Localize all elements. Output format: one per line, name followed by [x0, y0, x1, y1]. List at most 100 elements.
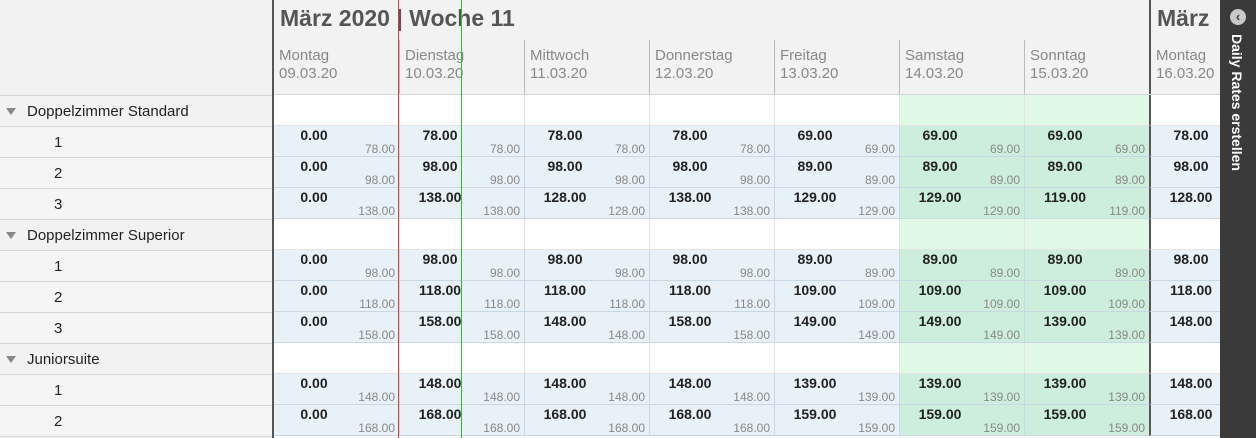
rate-cell[interactable]: 128.00 128.00	[524, 188, 649, 219]
daily-rates-label[interactable]: Daily Rates erstellen	[1229, 34, 1245, 171]
rate-cell[interactable]: 138.00 138.00	[649, 188, 774, 219]
header-divider	[274, 94, 1220, 95]
rate-cell[interactable]: 0.00 118.00	[274, 281, 399, 312]
rate-cell[interactable]: 158.00 158.00	[649, 312, 774, 343]
day-name: Dienstag	[405, 47, 465, 64]
rate-cell[interactable]: 128.00	[1149, 188, 1220, 219]
rate-cell[interactable]: 118.00 118.00	[524, 281, 649, 312]
rate-value: 109.00	[918, 282, 962, 298]
base-rate-value: 98.00	[739, 266, 770, 280]
base-rate-value: 69.00	[1114, 142, 1145, 156]
rate-value: 138.00	[668, 189, 712, 205]
rate-cell[interactable]: 129.00 129.00	[774, 188, 899, 219]
rate-cell[interactable]: 69.00 69.00	[899, 126, 1024, 157]
collapse-triangle-icon[interactable]	[6, 231, 16, 239]
rate-cell[interactable]: 139.00 139.00	[774, 374, 899, 405]
base-rate-value: 98.00	[739, 173, 770, 187]
rate-cell[interactable]: 98.00	[1149, 250, 1220, 281]
base-rate-value: 139.00	[983, 390, 1020, 404]
rate-cell[interactable]: 139.00 139.00	[899, 374, 1024, 405]
rate-cell[interactable]: 148.00 148.00	[649, 374, 774, 405]
rate-cell[interactable]: 78.00 78.00	[649, 126, 774, 157]
day-header[interactable]: Montag 09.03.20	[274, 40, 399, 95]
room-category[interactable]: Juniorsuite	[0, 344, 272, 375]
base-rate-value: 168.00	[483, 421, 520, 435]
rate-value: 0.00	[300, 127, 328, 143]
rate-cell[interactable]: 0.00 98.00	[274, 157, 399, 188]
rate-cell[interactable]: 149.00 149.00	[774, 312, 899, 343]
rate-cell[interactable]: 168.00 168.00	[649, 405, 774, 436]
rate-cell[interactable]: 0.00 168.00	[274, 405, 399, 436]
base-rate-value: 148.00	[608, 328, 645, 342]
rate-cell[interactable]: 89.00 89.00	[774, 250, 899, 281]
rate-cell[interactable]: 0.00 148.00	[274, 374, 399, 405]
rate-cell[interactable]: 78.00	[1149, 126, 1220, 157]
rate-cell[interactable]: 109.00 109.00	[899, 281, 1024, 312]
rate-cell[interactable]: 78.00 78.00	[524, 126, 649, 157]
room-category[interactable]: Doppelzimmer Superior	[0, 220, 272, 251]
collapse-triangle-icon[interactable]	[6, 107, 16, 115]
rate-cell[interactable]: 0.00 98.00	[274, 250, 399, 281]
rate-cell[interactable]: 168.00 168.00	[524, 405, 649, 436]
rate-cell[interactable]: 89.00 89.00	[1024, 250, 1149, 281]
base-rate-value: 98.00	[364, 266, 395, 280]
rate-cell[interactable]: 118.00 118.00	[649, 281, 774, 312]
base-rate-value: 78.00	[739, 142, 770, 156]
rate-cell[interactable]: 98.00 98.00	[649, 250, 774, 281]
base-rate-value: 118.00	[609, 297, 645, 311]
rate-cell[interactable]: 98.00	[1149, 157, 1220, 188]
rate-cell[interactable]: 98.00 98.00	[524, 250, 649, 281]
chevron-left-icon[interactable]: ‹	[1230, 9, 1246, 25]
rate-cell[interactable]: 109.00 109.00	[1024, 281, 1149, 312]
room-category[interactable]: Doppelzimmer Standard	[0, 96, 272, 127]
rate-cell[interactable]: 109.00 109.00	[774, 281, 899, 312]
rate-cell[interactable]: 98.00 98.00	[649, 157, 774, 188]
rate-cell[interactable]: 139.00 139.00	[1024, 374, 1149, 405]
day-name: Freitag	[780, 47, 827, 64]
rate-cell[interactable]: 0.00 158.00	[274, 312, 399, 343]
rate-value: 118.00	[668, 282, 712, 298]
rate-cell[interactable]: 159.00 159.00	[1024, 405, 1149, 436]
rate-cell[interactable]: 148.00 148.00	[524, 312, 649, 343]
rate-value: 89.00	[797, 158, 833, 174]
day-header[interactable]: Samstag 14.03.20	[899, 40, 1024, 95]
rate-cell[interactable]: 148.00	[1149, 312, 1220, 343]
daily-rates-panel-toggle[interactable]: ‹ Daily Rates erstellen	[1220, 0, 1256, 438]
rate-cell[interactable]: 0.00 78.00	[274, 126, 399, 157]
day-date: 10.03.20	[405, 65, 464, 82]
rate-cell[interactable]: 148.00 148.00	[524, 374, 649, 405]
rate-cell[interactable]: 69.00 69.00	[774, 126, 899, 157]
day-header[interactable]: Montag 16.03.20	[1149, 40, 1220, 95]
rate-cell[interactable]: 139.00 139.00	[1024, 312, 1149, 343]
rate-cell[interactable]: 98.00 98.00	[524, 157, 649, 188]
rate-value: 0.00	[300, 158, 328, 174]
rate-cell[interactable]: 89.00 89.00	[899, 157, 1024, 188]
rate-cell[interactable]: 159.00 159.00	[899, 405, 1024, 436]
collapse-triangle-icon[interactable]	[6, 355, 16, 363]
day-header[interactable]: Donnerstag 12.03.20	[649, 40, 774, 95]
base-rate-value: 159.00	[858, 421, 895, 435]
base-rate-value: 89.00	[864, 173, 895, 187]
rate-value: 98.00	[422, 158, 458, 174]
rate-value: 98.00	[422, 251, 458, 267]
base-rate-value: 158.00	[483, 328, 520, 342]
rate-cell[interactable]: 118.00	[1149, 281, 1220, 312]
day-header[interactable]: Sonntag 15.03.20	[1024, 40, 1149, 95]
rate-cell[interactable]: 89.00 89.00	[774, 157, 899, 188]
rate-cell[interactable]: 148.00	[1149, 374, 1220, 405]
rate-cell[interactable]: 119.00 119.00	[1024, 188, 1149, 219]
rate-cell[interactable]: 69.00 69.00	[1024, 126, 1149, 157]
rate-cell[interactable]: 159.00 159.00	[774, 405, 899, 436]
rate-cell[interactable]: 168.00	[1149, 405, 1220, 436]
rate-cell[interactable]: 149.00 149.00	[899, 312, 1024, 343]
day-header[interactable]: Freitag 13.03.20	[774, 40, 899, 95]
category-row-cell	[524, 219, 649, 250]
rate-cell[interactable]: 89.00 89.00	[899, 250, 1024, 281]
rate-cell[interactable]: 89.00 89.00	[1024, 157, 1149, 188]
category-row-cell	[1024, 343, 1149, 374]
rate-cell[interactable]: 129.00 129.00	[899, 188, 1024, 219]
day-date: 09.03.20	[279, 65, 338, 82]
rate-cell[interactable]: 0.00 138.00	[274, 188, 399, 219]
rate-value: 98.00	[547, 158, 583, 174]
day-header[interactable]: Mittwoch 11.03.20	[524, 40, 649, 95]
